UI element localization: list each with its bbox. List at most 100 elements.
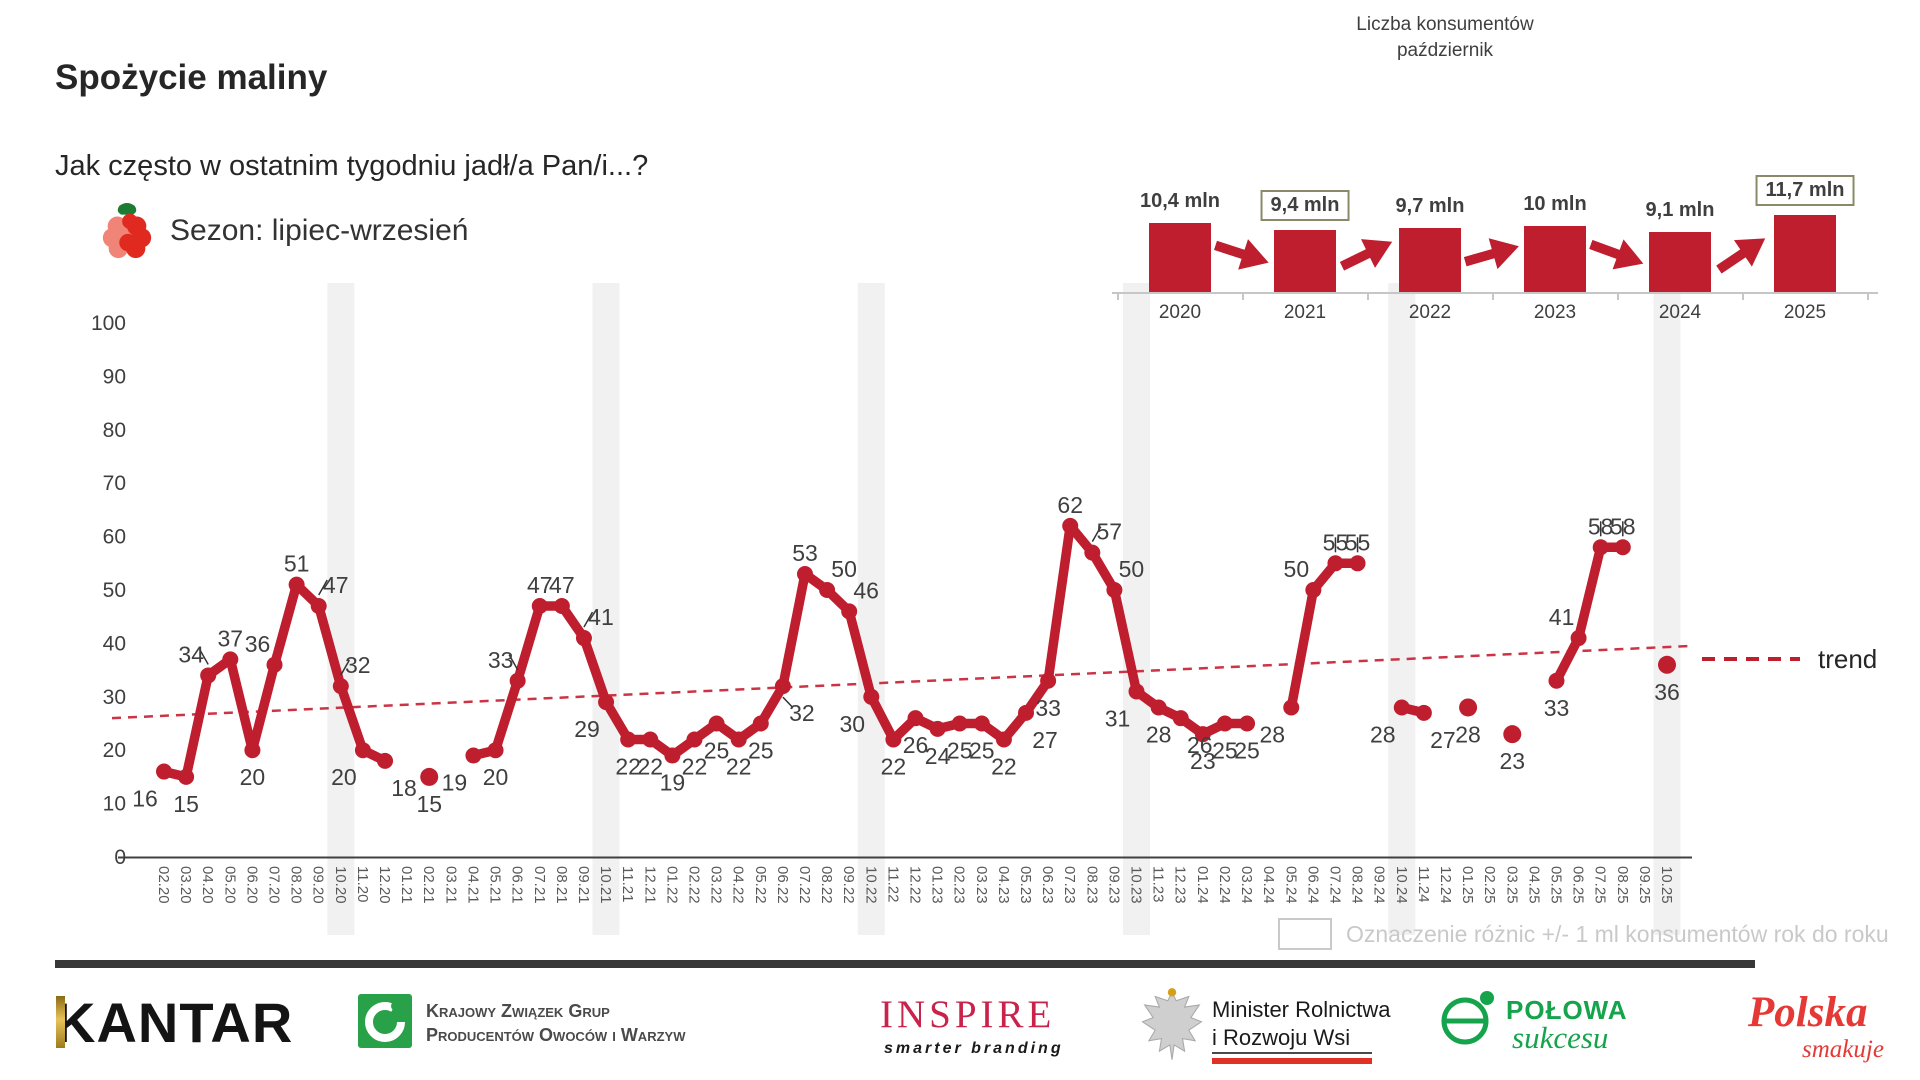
data-point-11.21	[620, 731, 637, 748]
x-tick-04.24: 04.24	[1260, 866, 1277, 904]
consumers-year-2022: 2022	[1408, 302, 1452, 323]
x-tick-11.24: 11.24	[1415, 866, 1432, 902]
consumers-axis-tick	[1367, 292, 1369, 300]
data-point-03.23	[973, 715, 990, 732]
value-label-09.22: 46	[853, 577, 879, 603]
value-label-11.24: 27	[1430, 727, 1456, 753]
data-point-03.22	[708, 715, 725, 732]
x-tick-10.21: 10.21	[597, 866, 614, 904]
x-tick-03.23: 03.23	[973, 866, 990, 904]
data-point-12.21	[642, 731, 659, 748]
value-label-07.25: 58	[1588, 513, 1614, 539]
value-label-09.21: 41	[588, 604, 614, 630]
label-leader	[583, 611, 594, 628]
value-label-06.23: 33	[1035, 695, 1061, 721]
x-tick-03.25: 03.25	[1503, 866, 1520, 904]
x-tick-09.23: 09.23	[1105, 866, 1122, 904]
value-label-04.21: 19	[442, 770, 468, 796]
x-tick-02.23: 02.23	[951, 866, 968, 904]
data-point-11.23	[1150, 699, 1167, 716]
kzg-logo-icon	[358, 994, 412, 1048]
data-point-04.20	[200, 667, 217, 684]
value-label-10.21: 29	[574, 716, 600, 742]
x-tick-05.21: 05.21	[487, 866, 504, 904]
consumers-axis-tick	[1867, 292, 1869, 300]
x-tick-09.25: 09.25	[1636, 866, 1653, 904]
difference-legend-box-icon	[1278, 918, 1332, 950]
x-tick-01.23: 01.23	[929, 866, 946, 904]
inspire-logo: INSPIRE	[880, 993, 1056, 1036]
y-tick-30: 30	[103, 686, 126, 709]
x-tick-06.25: 06.25	[1570, 866, 1587, 904]
x-tick-10.25: 10.25	[1658, 866, 1675, 904]
x-tick-07.25: 07.25	[1592, 866, 1609, 904]
data-point-01.23	[929, 720, 946, 737]
value-label-10.24: 28	[1370, 721, 1396, 747]
value-label-10.23: 31	[1105, 705, 1131, 731]
x-tick-07.24: 07.24	[1326, 866, 1343, 904]
x-tick-09.24: 09.24	[1371, 866, 1388, 904]
x-tick-02.24: 02.24	[1216, 866, 1233, 904]
value-label-03.23: 25	[969, 738, 995, 764]
data-point-11.20	[354, 742, 371, 759]
consumers-axis-tick	[1617, 292, 1619, 300]
october-stripe-10.21	[592, 283, 620, 935]
data-point-07.22	[796, 565, 813, 582]
footer-divider	[55, 960, 1755, 968]
value-label-01.24: 23	[1190, 748, 1216, 774]
data-point-03.25	[1503, 725, 1522, 744]
value-label-09.20: 47	[323, 572, 349, 598]
page-title: Spożycie maliny	[55, 58, 328, 97]
x-tick-01.21: 01.21	[398, 866, 415, 904]
data-point-12.22	[907, 710, 924, 727]
data-point-03.20	[178, 768, 195, 785]
value-label-07.20: 36	[245, 631, 271, 657]
x-tick-01.25: 01.25	[1459, 866, 1476, 904]
data-point-04.22	[730, 731, 747, 748]
x-tick-04.21: 04.21	[464, 866, 481, 904]
label-leader	[1091, 526, 1102, 542]
x-tick-12.20: 12.20	[376, 866, 393, 904]
difference-legend: Oznaczenie różnic +/- 1 ml konsumentów r…	[1278, 918, 1889, 950]
x-tick-03.22: 03.22	[708, 866, 725, 904]
data-point-05.20	[222, 651, 239, 668]
consumers-axis-tick	[1492, 292, 1494, 300]
value-label-03.22: 25	[704, 738, 730, 764]
value-label-08.22: 50	[831, 556, 857, 582]
value-label-03.20: 15	[173, 791, 199, 817]
ministry-flag-gray-stripe	[1212, 1052, 1372, 1054]
data-point-06.25	[1570, 630, 1587, 647]
y-tick-20: 20	[103, 739, 126, 762]
value-label-07.21: 47	[527, 572, 553, 598]
data-point-12.23	[1172, 710, 1189, 727]
x-tick-10.23: 10.23	[1128, 866, 1145, 904]
value-label-03.24: 25	[1234, 738, 1260, 764]
data-point-01.24	[1194, 726, 1211, 743]
value-label-06.25: 41	[1549, 604, 1575, 630]
x-tick-11.20: 11.20	[354, 866, 371, 902]
kantar-gold-bar-icon	[56, 996, 65, 1048]
october-stripe-10.22	[857, 283, 885, 935]
data-point-06.21	[509, 672, 526, 689]
data-point-10.20	[332, 678, 349, 695]
data-point-08.20	[288, 576, 305, 593]
x-tick-06.20: 06.20	[243, 866, 260, 904]
value-label-12.20: 18	[391, 775, 417, 801]
value-label-07.24: 55	[1323, 529, 1349, 555]
value-label-01.22: 19	[660, 770, 686, 796]
data-point-08.22	[819, 582, 836, 598]
consumers-value-2020: 10,4 mln	[1139, 190, 1221, 212]
value-label-04.22: 22	[726, 754, 752, 780]
consumers-bar-2020	[1149, 223, 1211, 292]
data-point-01.22	[664, 747, 681, 764]
value-label-10.22: 30	[839, 711, 865, 737]
value-label-04.23: 22	[991, 754, 1017, 780]
x-tick-11.23: 11.23	[1150, 866, 1167, 902]
x-tick-05.24: 05.24	[1282, 866, 1299, 904]
data-point-07.21	[531, 598, 548, 615]
consumers-axis-tick	[1117, 292, 1119, 300]
data-point-12.20	[377, 752, 394, 769]
value-label-01.23: 24	[925, 743, 951, 769]
data-point-10.22	[863, 688, 880, 705]
